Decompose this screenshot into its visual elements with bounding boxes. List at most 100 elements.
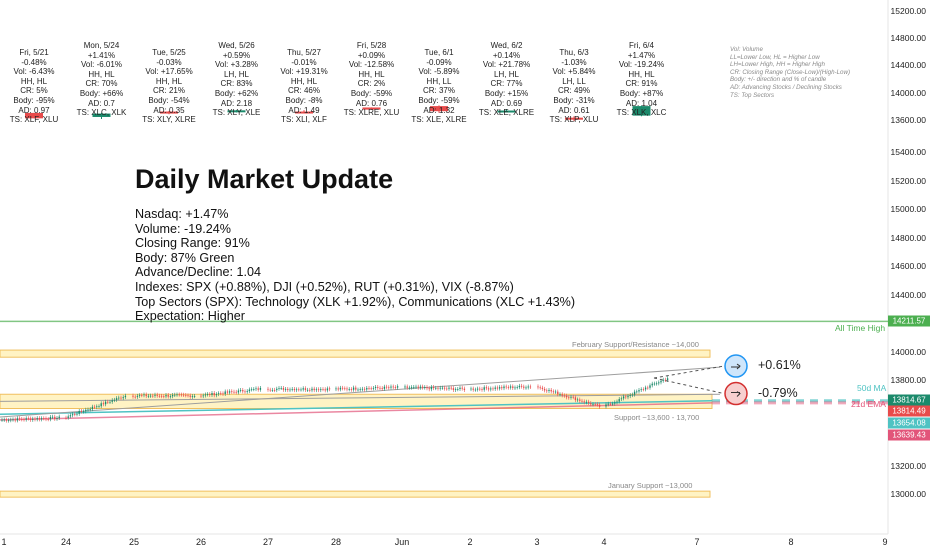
- summary-line: Advance/Decline: 1.04: [135, 265, 262, 280]
- intraday-candle: [282, 388, 285, 390]
- day-stat-line: Thu, 5/27: [287, 48, 321, 57]
- day-stat-line: Fri, 5/21: [19, 48, 49, 57]
- intraday-candle: [357, 389, 359, 391]
- intraday-candle: [291, 388, 293, 390]
- day-stat-line: Fri, 5/28: [356, 41, 387, 50]
- time-tick-label: 2: [467, 537, 473, 547]
- day-stat-block: Tue, 6/1 -0.09% Vol: -5.89% HH, LL CR: 37% Bo…: [399, 48, 479, 125]
- intraday-candle: [152, 395, 154, 397]
- intraday-candle: [605, 404, 607, 407]
- day-stat-block: Thu, 5/27 -0.01% Vol: +19.31% HH, HL CR: 46%…: [264, 48, 344, 125]
- price-tick-label: 14800.00: [890, 232, 926, 243]
- intraday-candle: [607, 403, 609, 405]
- intraday-candle: [104, 401, 107, 405]
- intraday-candle: [217, 393, 220, 395]
- price-axis[interactable]: 15200.00 14800.00 14400.00 14000.00 13600.00…: [882, 0, 932, 550]
- legend-line: LH=Lower High, HH = Higher High: [730, 61, 825, 69]
- zone-band: [0, 393, 713, 409]
- intraday-candle: [505, 386, 507, 388]
- intraday-candle: [109, 401, 111, 403]
- intraday-candle: [149, 395, 152, 397]
- intraday-candle: [385, 386, 388, 388]
- day-stat-block: Mon, 5/24 +1.41% Vol: -6.01% HH, HL CR: 70% B…: [62, 41, 142, 118]
- intraday-candle: [315, 389, 318, 391]
- day-stat-line: Vol: +19.31%: [280, 67, 328, 77]
- intraday-candle: [193, 396, 196, 397]
- intraday-candle: [158, 395, 161, 397]
- day-stat-line: -0.01%: [291, 57, 317, 67]
- intraday-candle: [29, 418, 32, 420]
- intraday-candle: [320, 389, 322, 391]
- intraday-candle: [609, 403, 612, 405]
- day-stat-line: Body: +87%: [619, 88, 664, 98]
- time-tick-label: 25: [128, 537, 140, 547]
- intraday-candle: [215, 394, 218, 396]
- ma50-line: [0, 400, 713, 415]
- intraday-candle: [237, 390, 240, 393]
- intraday-candle: [596, 404, 599, 405]
- intraday-candle: [69, 415, 72, 417]
- all-time-high-label: All Time High: [835, 323, 886, 334]
- summary-line: Volume: -19.24%: [135, 221, 231, 236]
- intraday-candle: [200, 395, 202, 397]
- intraday-candle: [592, 404, 594, 405]
- intraday-candle: [443, 387, 446, 389]
- intraday-candle: [664, 379, 667, 381]
- intraday-candle: [377, 386, 379, 388]
- intraday-candle: [248, 389, 251, 392]
- intraday-candle: [171, 394, 174, 397]
- intraday-candle: [160, 395, 163, 397]
- day-stat-line: AD: 1.49: [288, 105, 320, 115]
- day-stat-block: Wed, 6/2 +0.14% Vol: +21.78% LH, HL CR: 77% B…: [467, 41, 547, 118]
- intraday-candle: [154, 394, 156, 396]
- price-tag: 13639.43: [888, 429, 930, 441]
- intraday-candle: [655, 383, 658, 385]
- intraday-candle: [559, 394, 561, 396]
- intraday-candle: [644, 387, 647, 390]
- intraday-candle: [392, 386, 394, 388]
- intraday-candle: [82, 411, 85, 413]
- day-stat-line: Wed, 5/26: [218, 41, 255, 50]
- intraday-candle: [113, 399, 116, 401]
- intraday-candle: [163, 396, 165, 398]
- intraday-candle: [239, 390, 242, 391]
- intraday-candle: [174, 394, 176, 396]
- intraday-candle: [339, 387, 342, 390]
- zone-band: [0, 349, 711, 358]
- intraday-candle: [89, 409, 91, 410]
- intraday-candle: [636, 391, 638, 393]
- intraday-candle: [432, 386, 435, 389]
- intraday-candle: [520, 385, 523, 387]
- day-stat-line: Body: -54%: [148, 95, 190, 105]
- intraday-candle: [408, 387, 411, 389]
- intraday-candle: [439, 387, 441, 389]
- intraday-candle: [58, 416, 60, 418]
- intraday-candle: [581, 400, 583, 402]
- day-stat-line: +0.59%: [222, 50, 251, 60]
- day-stat-block: Thu, 6/3 -1.03% Vol: +5.84% LH, LL CR: 49% Bo…: [534, 48, 614, 125]
- intraday-candle: [276, 388, 278, 391]
- day-stat-line: Vol: +21.78%: [482, 60, 531, 70]
- intraday-candle: [147, 395, 150, 397]
- intraday-candle: [145, 394, 147, 397]
- intraday-candle: [65, 417, 67, 419]
- intraday-candle: [583, 401, 585, 403]
- intraday-candle: [124, 395, 127, 398]
- intraday-candle: [180, 394, 183, 396]
- intraday-candle: [649, 385, 651, 388]
- intraday-candle: [627, 396, 629, 398]
- intraday-candle: [590, 403, 592, 405]
- intraday-candle: [244, 391, 246, 393]
- intraday-candle: [289, 389, 291, 391]
- intraday-candle: [570, 396, 572, 398]
- intraday-candle: [370, 388, 372, 390]
- intraday-candle: [388, 387, 390, 389]
- day-stat-line: TS: XLRE, XLU: [343, 108, 400, 118]
- zone-label: January Support ~13,000: [608, 481, 693, 491]
- day-stat-line: CR: 83%: [220, 79, 253, 89]
- intraday-candle: [226, 391, 229, 393]
- day-stat-line: HH, HL: [358, 69, 385, 79]
- day-stat-line: -0.03%: [156, 57, 182, 67]
- intraday-candle: [107, 401, 109, 403]
